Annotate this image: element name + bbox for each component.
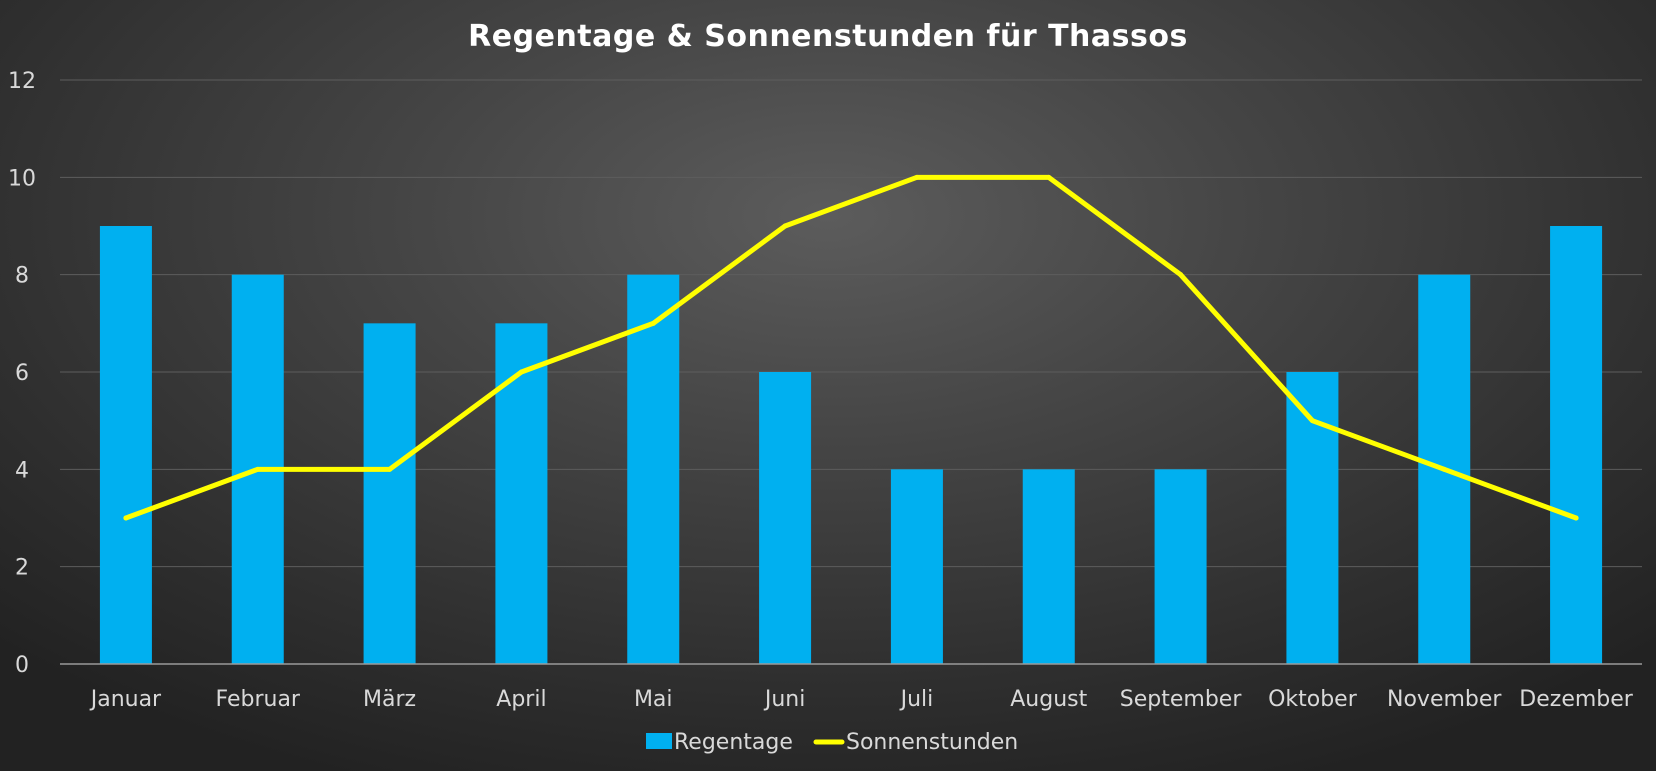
bar-regentage [1550, 226, 1603, 664]
bar-regentage [495, 323, 548, 664]
x-tick-label: Januar [89, 687, 162, 712]
bar-regentage [1022, 469, 1075, 664]
point-sonnenstunden [914, 174, 920, 180]
x-tick-label: März [363, 687, 416, 712]
bar-regentage [99, 226, 152, 664]
bar-series [99, 226, 1603, 664]
x-tick-label: Mai [634, 687, 673, 712]
y-tick-label: 4 [15, 458, 29, 483]
x-tick-label: Dezember [1519, 687, 1633, 712]
chart-title: Regentage & Sonnenstunden für Thassos [468, 19, 1188, 54]
x-tick-label: Oktober [1268, 687, 1358, 712]
bar-regentage [1286, 372, 1339, 664]
legend-label-regentage: Regentage [674, 730, 793, 755]
point-sonnenstunden [650, 320, 656, 326]
bar-regentage [759, 372, 812, 664]
line-sonnenstunden [123, 174, 1579, 521]
gridlines [60, 79, 1642, 568]
y-tick-label: 10 [8, 166, 36, 191]
x-axis-ticks: Januar Februar März April Mai Juni Juli August S… [89, 687, 1634, 712]
y-axis-ticks: 0 2 4 6 8 10 12 [8, 69, 36, 678]
point-sonnenstunden [1441, 466, 1447, 472]
x-tick-label: Juli [899, 687, 934, 712]
x-tick-label: September [1120, 687, 1243, 712]
point-sonnenstunden [387, 466, 393, 472]
point-sonnenstunden [1178, 272, 1184, 278]
x-tick-label: August [1010, 687, 1087, 712]
y-tick-label: 12 [8, 69, 36, 94]
bar-regentage [627, 274, 680, 664]
x-tick-label: April [496, 687, 546, 712]
y-tick-label: 6 [15, 361, 29, 386]
bar-regentage [890, 469, 943, 664]
legend: Regentage Sonnenstunden [646, 730, 1018, 755]
point-sonnenstunden [255, 466, 261, 472]
point-sonnenstunden [123, 515, 129, 521]
legend-swatch-regentage [646, 733, 672, 749]
y-tick-label: 8 [15, 264, 29, 289]
point-sonnenstunden [1046, 174, 1052, 180]
y-tick-label: 0 [15, 653, 29, 678]
x-tick-label: Februar [216, 687, 301, 712]
x-tick-label: November [1387, 687, 1502, 712]
point-sonnenstunden [1309, 418, 1315, 424]
bar-regentage [363, 323, 416, 664]
y-tick-label: 2 [15, 556, 29, 581]
point-sonnenstunden [782, 223, 788, 229]
bar-regentage [1154, 469, 1207, 664]
legend-label-sonnenstunden: Sonnenstunden [846, 730, 1018, 755]
line-series [123, 174, 1579, 521]
point-sonnenstunden [1573, 515, 1579, 521]
point-sonnenstunden [518, 369, 524, 375]
x-tick-label: Juni [763, 687, 806, 712]
